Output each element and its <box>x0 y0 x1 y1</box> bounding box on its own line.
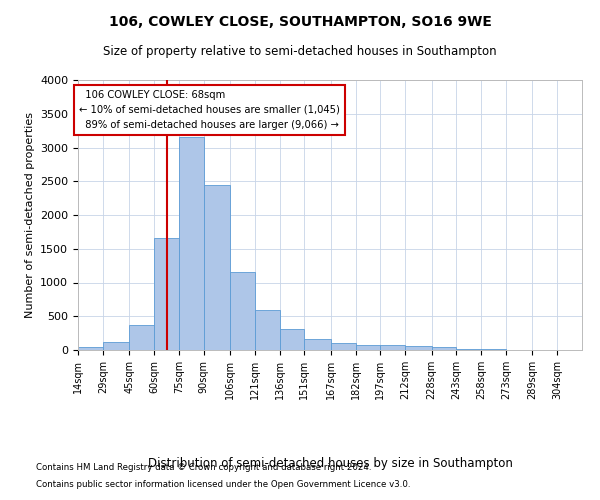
Bar <box>380 346 405 350</box>
Text: Size of property relative to semi-detached houses in Southampton: Size of property relative to semi-detach… <box>103 45 497 58</box>
Bar <box>203 184 230 350</box>
Bar <box>356 344 380 350</box>
Bar <box>331 342 356 350</box>
Bar <box>255 310 280 350</box>
Bar <box>405 346 431 350</box>
Bar <box>154 238 179 350</box>
Bar <box>78 346 103 350</box>
Bar <box>304 339 331 350</box>
Text: 106, COWLEY CLOSE, SOUTHAMPTON, SO16 9WE: 106, COWLEY CLOSE, SOUTHAMPTON, SO16 9WE <box>109 15 491 29</box>
Bar <box>431 348 457 350</box>
Bar <box>179 138 203 350</box>
X-axis label: Distribution of semi-detached houses by size in Southampton: Distribution of semi-detached houses by … <box>148 458 512 470</box>
Bar <box>129 325 154 350</box>
Bar <box>280 329 304 350</box>
Text: 106 COWLEY CLOSE: 68sqm
← 10% of semi-detached houses are smaller (1,045)
  89% : 106 COWLEY CLOSE: 68sqm ← 10% of semi-de… <box>79 90 340 130</box>
Bar <box>457 348 481 350</box>
Bar <box>103 342 129 350</box>
Text: Contains public sector information licensed under the Open Government Licence v3: Contains public sector information licen… <box>36 480 410 489</box>
Text: Contains HM Land Registry data © Crown copyright and database right 2024.: Contains HM Land Registry data © Crown c… <box>36 464 371 472</box>
Bar <box>230 272 255 350</box>
Y-axis label: Number of semi-detached properties: Number of semi-detached properties <box>25 112 35 318</box>
